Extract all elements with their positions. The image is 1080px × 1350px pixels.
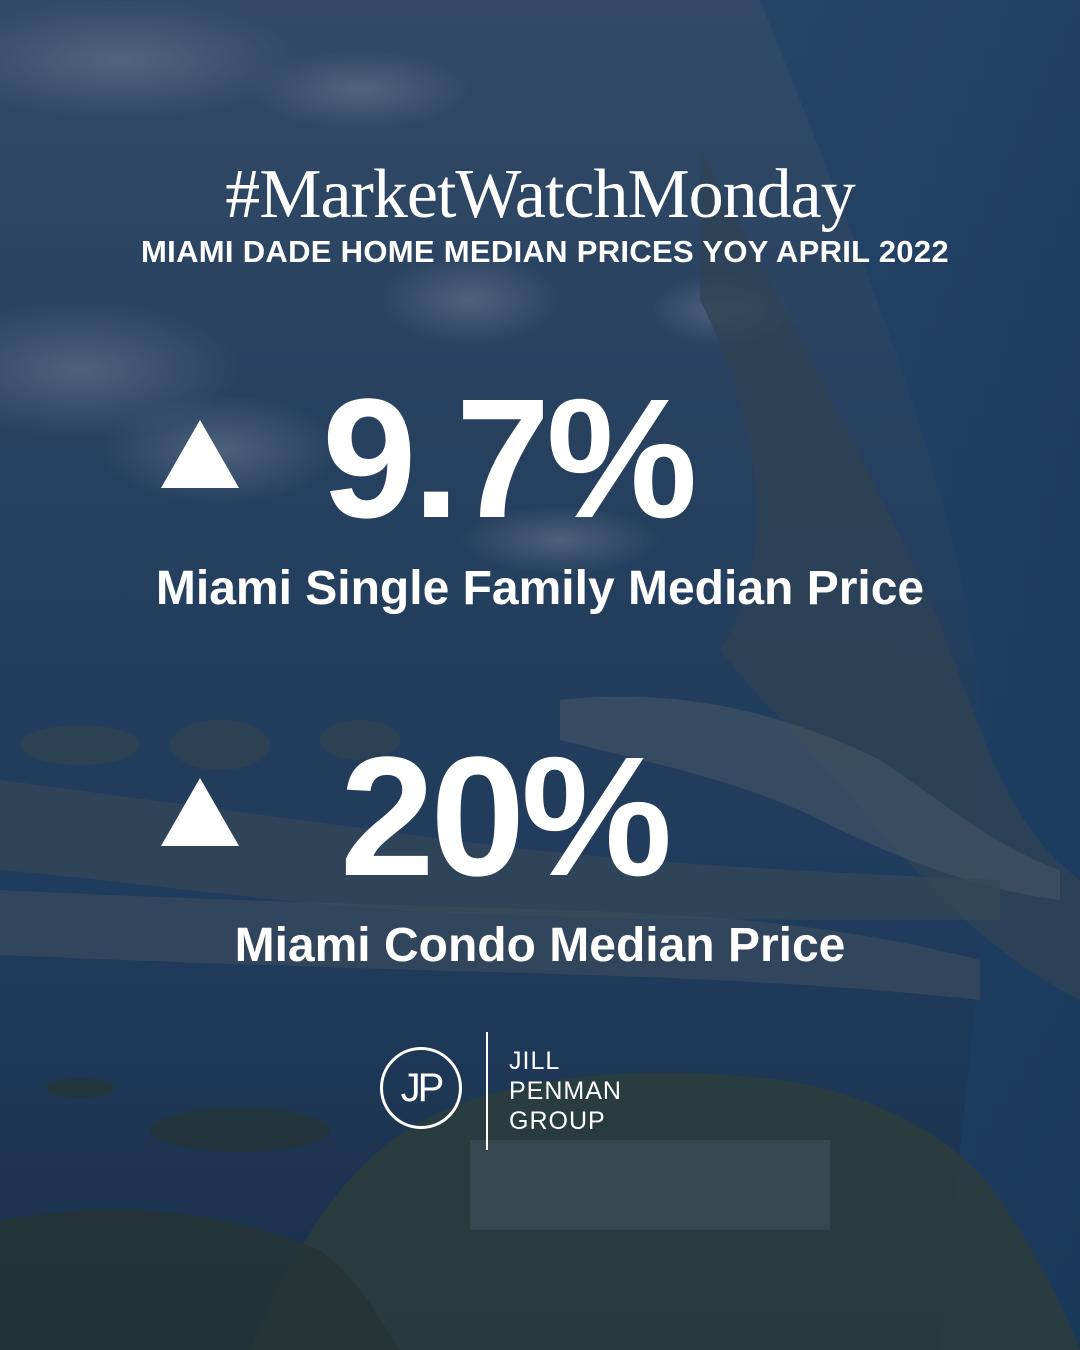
report-subtitle: MIAMI DADE HOME MEDIAN PRICES YOY APRIL … xyxy=(141,234,949,269)
jp-monogram-logo: JP xyxy=(380,1047,462,1129)
condo-change-value: 20% xyxy=(340,722,672,912)
logo-line-group: GROUP xyxy=(509,1107,606,1135)
logo-line-penman: PENMAN xyxy=(509,1077,622,1105)
up-triangle-icon xyxy=(161,420,239,488)
hashtag-title: #MarketWatchMonday xyxy=(225,156,856,233)
single-family-change-value: 9.7% xyxy=(322,364,697,554)
single-family-change-label: Miami Single Family Median Price xyxy=(155,562,925,615)
logo-line-jill: JILL xyxy=(509,1047,561,1075)
condo-change-label: Miami Condo Median Price xyxy=(234,919,846,972)
up-triangle-icon xyxy=(161,778,239,846)
logo-divider xyxy=(486,1032,488,1150)
